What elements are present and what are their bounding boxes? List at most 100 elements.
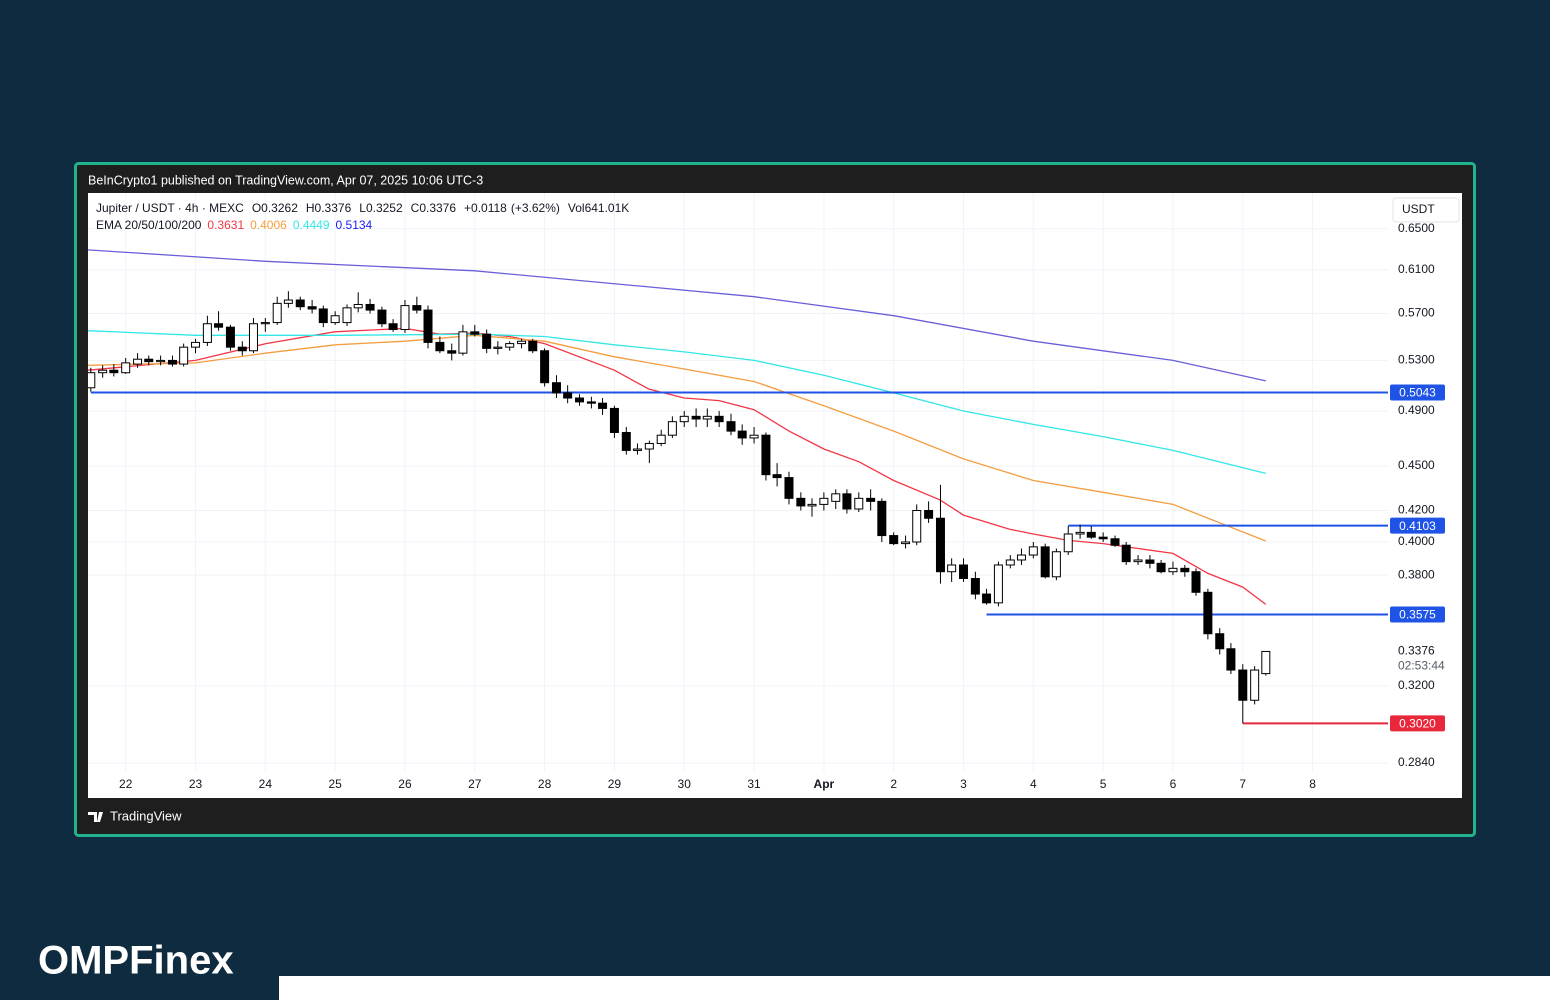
candle-body	[1098, 536, 1108, 540]
brand: OMPFinex	[38, 939, 234, 983]
candle-body	[1261, 650, 1271, 675]
symbol: Jupiter / USDT · 4h · MEXC	[96, 201, 244, 215]
x-tick-label: 6	[1170, 777, 1177, 791]
candle-body	[1133, 559, 1143, 563]
candle-body	[272, 302, 282, 324]
candle-body	[505, 343, 515, 348]
tradingview-logo: TradingView	[110, 808, 182, 823]
candle-body	[528, 340, 538, 352]
x-tick-label: 23	[189, 777, 203, 791]
candle-body	[493, 346, 503, 349]
candle-body	[388, 323, 398, 331]
level-label-box	[1390, 384, 1445, 401]
candle-body	[482, 333, 492, 349]
candle-body	[260, 322, 270, 325]
currency-box	[1392, 197, 1460, 223]
candle-body	[1180, 567, 1190, 573]
ema-value: 0.4449	[293, 218, 330, 232]
candle-body	[749, 434, 759, 439]
candle-body	[237, 346, 247, 352]
bottom-bar	[279, 976, 1550, 1000]
candle-body	[318, 308, 328, 324]
candle-body	[772, 474, 782, 479]
candle-body	[993, 564, 1003, 604]
candle-body	[447, 350, 457, 354]
candle-body	[1215, 633, 1225, 650]
published-note: BeInCrypto1 published on TradingView.com…	[88, 173, 483, 187]
candle-body	[365, 303, 375, 311]
currency: USDT	[1402, 202, 1435, 216]
legend-value: 0.3252	[366, 201, 403, 215]
candle-body	[761, 434, 771, 476]
candle-body	[1005, 559, 1015, 566]
candle-body	[598, 402, 608, 409]
candle-body	[423, 309, 433, 343]
candle-body	[1250, 669, 1260, 701]
level-label: 0.4103	[1399, 519, 1436, 533]
level-label-box	[1390, 715, 1445, 732]
x-tick-label: 25	[328, 777, 342, 791]
last-price-label: 0.3376	[1398, 644, 1435, 658]
candle-body	[400, 305, 410, 331]
candle-body	[540, 350, 550, 384]
candle-body	[842, 493, 852, 510]
candle-body	[889, 535, 899, 545]
legend-value: 0.3376	[419, 201, 456, 215]
candle-body	[1028, 546, 1038, 556]
ema-line	[88, 334, 1267, 542]
candle-body	[691, 415, 701, 420]
legend-value: 0.3262	[261, 201, 298, 215]
candle-body	[831, 493, 841, 502]
candle-body	[970, 577, 980, 595]
candle-body	[632, 448, 642, 451]
candle-body	[179, 346, 189, 365]
y-tick-label: 0.5300	[1398, 353, 1435, 367]
x-tick-label: 4	[1030, 777, 1037, 791]
candle-body	[109, 369, 119, 374]
candle-body	[912, 510, 922, 543]
chart: 0.6500 0.6100 0.5700 0.5300 0.4900 0.4500 0.42…	[88, 193, 1460, 791]
candle-body	[167, 359, 177, 365]
y-tick-label: 0.4900	[1398, 403, 1435, 417]
candle-body	[1086, 531, 1096, 538]
candle-body	[563, 392, 573, 399]
legend-key: Vol	[568, 201, 585, 215]
candle-body	[121, 362, 131, 374]
legend-value: (+3.62%)	[511, 201, 560, 215]
level-label-box	[1390, 606, 1445, 623]
candle-body	[1121, 544, 1131, 563]
x-tick-label: 3	[960, 777, 967, 791]
level-label: 0.3575	[1399, 608, 1436, 622]
candle-body	[1203, 591, 1213, 635]
candle-body	[644, 442, 654, 450]
candle-body	[551, 382, 561, 394]
y-tick-label: 0.6100	[1398, 262, 1435, 276]
y-tick-label: 0.4200	[1398, 503, 1435, 517]
candle-body	[667, 421, 677, 436]
candle-body	[1238, 669, 1248, 701]
candle-body	[982, 593, 992, 604]
candle-body	[621, 431, 631, 451]
candle-body	[1063, 533, 1073, 553]
candle-body	[1191, 571, 1201, 593]
candle-body	[342, 307, 352, 324]
candle-body	[458, 331, 468, 354]
candle-body	[609, 407, 619, 433]
candle-body	[586, 401, 596, 404]
candle-body	[807, 503, 817, 507]
candle-body	[959, 564, 969, 579]
candle-body	[412, 305, 422, 311]
level-label: 0.3020	[1399, 717, 1436, 731]
candle-body	[283, 299, 293, 304]
y-tick-label: 0.6500	[1398, 221, 1435, 235]
x-tick-label: 31	[747, 777, 761, 791]
x-tick-label: 7	[1239, 777, 1246, 791]
candle-body	[295, 299, 305, 308]
candle-body	[737, 430, 747, 439]
y-tick-label: 0.3800	[1398, 567, 1435, 581]
candle-body	[1226, 648, 1236, 671]
candle-body	[1016, 554, 1026, 561]
y-tick-label: 0.5700	[1398, 306, 1435, 320]
candle-body	[866, 497, 876, 502]
